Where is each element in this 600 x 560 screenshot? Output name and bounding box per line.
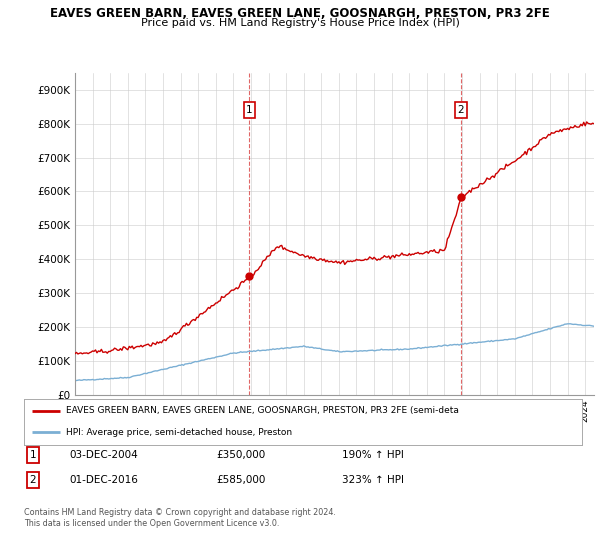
Text: £350,000: £350,000 bbox=[216, 450, 265, 460]
Text: 1: 1 bbox=[246, 105, 253, 115]
Text: Contains HM Land Registry data © Crown copyright and database right 2024.
This d: Contains HM Land Registry data © Crown c… bbox=[24, 508, 336, 528]
Text: Price paid vs. HM Land Registry's House Price Index (HPI): Price paid vs. HM Land Registry's House … bbox=[140, 18, 460, 29]
Text: 01-DEC-2016: 01-DEC-2016 bbox=[69, 475, 138, 485]
Text: EAVES GREEN BARN, EAVES GREEN LANE, GOOSNARGH, PRESTON, PR3 2FE: EAVES GREEN BARN, EAVES GREEN LANE, GOOS… bbox=[50, 7, 550, 20]
Text: 2: 2 bbox=[29, 475, 37, 485]
Text: £585,000: £585,000 bbox=[216, 475, 265, 485]
Text: 190% ↑ HPI: 190% ↑ HPI bbox=[342, 450, 404, 460]
Text: HPI: Average price, semi-detached house, Preston: HPI: Average price, semi-detached house,… bbox=[66, 428, 292, 437]
Text: 1: 1 bbox=[29, 450, 37, 460]
Text: EAVES GREEN BARN, EAVES GREEN LANE, GOOSNARGH, PRESTON, PR3 2FE (semi-deta: EAVES GREEN BARN, EAVES GREEN LANE, GOOS… bbox=[66, 406, 459, 416]
Text: 03-DEC-2004: 03-DEC-2004 bbox=[69, 450, 138, 460]
Text: 323% ↑ HPI: 323% ↑ HPI bbox=[342, 475, 404, 485]
Text: 2: 2 bbox=[457, 105, 464, 115]
